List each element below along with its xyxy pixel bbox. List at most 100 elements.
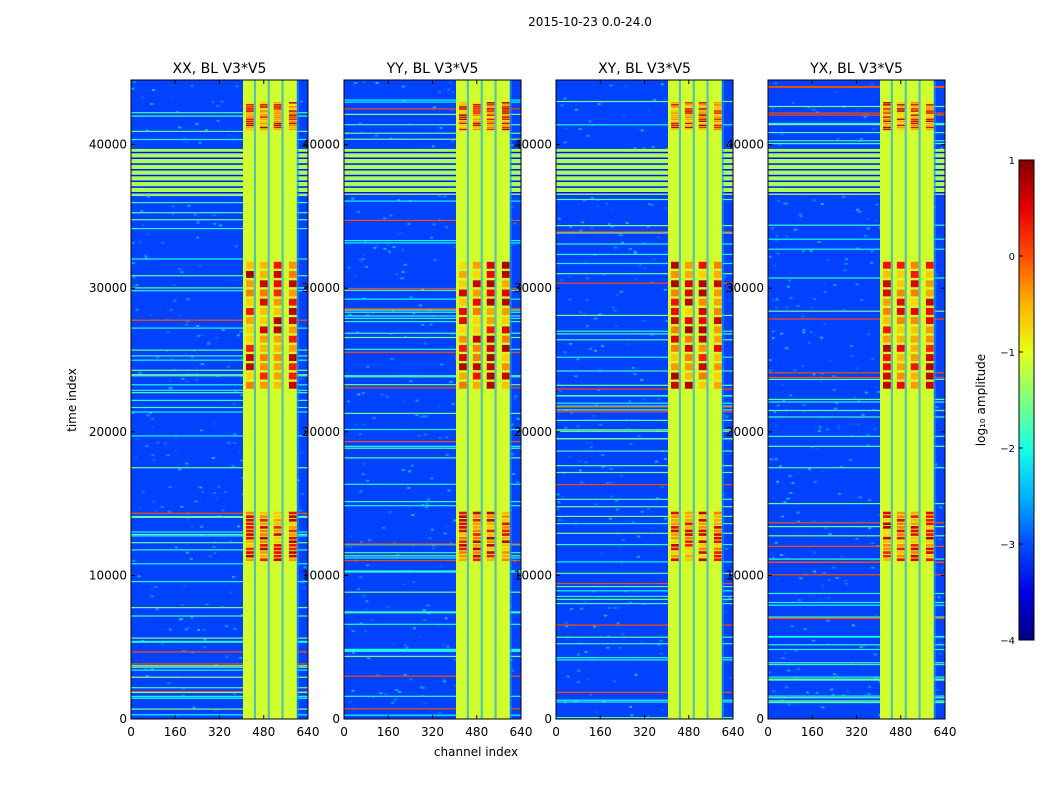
signal-block — [288, 372, 297, 380]
signal-block — [925, 551, 934, 554]
rfi-line — [768, 679, 945, 681]
rfi-line — [768, 248, 945, 250]
heatmap-cell — [851, 624, 855, 627]
heatmap-cell — [302, 587, 306, 590]
signal-block — [925, 511, 934, 515]
heatmap-cell — [578, 460, 582, 463]
heatmap-cell — [796, 668, 800, 671]
signal-block — [501, 108, 510, 110]
colorbar-tick-label: 0 — [1009, 252, 1015, 263]
rfi-line — [344, 623, 521, 625]
heatmap-cell — [796, 511, 800, 514]
rfi-line — [556, 506, 733, 508]
heatmap-cell — [184, 585, 187, 588]
heatmap-cell — [784, 202, 788, 205]
heatmap-cell — [160, 505, 164, 508]
rfi-line — [556, 484, 733, 486]
heatmap-cell — [597, 389, 601, 391]
rfi-line — [131, 212, 308, 214]
signal-block — [486, 112, 495, 114]
signal-block — [671, 110, 679, 112]
heatmap-cell — [133, 81, 136, 84]
heatmap-cell — [303, 566, 307, 569]
signal-block — [910, 363, 919, 371]
heatmap-cell — [795, 702, 799, 705]
signal-block — [925, 104, 934, 106]
heatmap-cell — [839, 465, 843, 468]
rfi-line — [768, 616, 945, 618]
rfi-line — [556, 253, 733, 255]
signal-block — [472, 112, 481, 114]
signal-column-gap — [890, 80, 894, 719]
heatmap-cell — [584, 461, 588, 464]
signal-column-gap — [692, 80, 695, 719]
heatmap-cell — [631, 521, 635, 524]
heatmap-cell — [595, 403, 598, 406]
signal-block — [925, 344, 934, 352]
colorbar-tick-label: −4 — [1000, 636, 1015, 647]
heatmap-cell — [727, 440, 731, 443]
rfi-line — [131, 369, 308, 371]
heatmap-cell — [445, 436, 449, 439]
heatmap-cell — [781, 384, 785, 387]
signal-block — [459, 104, 467, 106]
signal-block — [883, 551, 891, 554]
signal-column-gap — [918, 80, 921, 719]
heatmap-cell — [187, 204, 191, 207]
heatmap-cell — [451, 91, 455, 93]
rfi-line — [556, 659, 733, 661]
signal-block — [259, 110, 268, 112]
heatmap-cell — [794, 228, 797, 231]
heatmap-cell — [388, 511, 392, 514]
rfi-line — [556, 498, 733, 500]
rfi-line — [768, 105, 945, 108]
rfi-line — [556, 471, 733, 474]
rfi-line — [131, 112, 308, 114]
rfi-line — [556, 691, 733, 693]
signal-block — [459, 558, 467, 562]
rfi-line — [556, 419, 733, 421]
signal-block — [684, 526, 693, 529]
signal-block — [925, 354, 934, 361]
colorbar: 10−1−2−3−4 — [1000, 156, 1035, 647]
heatmap-cell — [940, 566, 944, 569]
signal-block — [883, 116, 891, 118]
signal-block — [883, 363, 891, 371]
heatmap-cell — [351, 630, 355, 632]
signal-block — [671, 128, 679, 131]
rfi-line — [556, 370, 733, 372]
rfi-line — [768, 132, 945, 134]
heatmap-cell — [146, 233, 150, 236]
heatmap-cell — [302, 579, 306, 582]
heatmap-cell — [373, 246, 377, 249]
heatmap-cell — [563, 351, 567, 354]
rfi-line — [768, 526, 945, 528]
signal-block — [713, 363, 722, 371]
rfi-line — [556, 532, 733, 534]
signal-block — [246, 271, 254, 278]
heatmap-cell — [404, 335, 407, 338]
signal-block — [684, 558, 693, 562]
x-tick-label: 640 — [722, 725, 745, 739]
signal-block — [671, 271, 679, 278]
signal-block — [246, 298, 254, 306]
heatmap-cell — [811, 446, 815, 449]
signal-block — [486, 122, 495, 125]
heatmap-cell — [141, 491, 145, 494]
rfi-line — [344, 655, 521, 657]
x-tick-label: 320 — [421, 725, 444, 739]
heatmap-cell — [568, 455, 572, 458]
heatmap-cell — [190, 526, 194, 529]
heatmap-cell — [420, 415, 424, 418]
signal-block — [288, 122, 297, 125]
heatmap-cell — [212, 214, 216, 216]
signal-block — [698, 518, 707, 522]
signal-block — [472, 108, 481, 110]
heatmap-cell — [866, 217, 870, 220]
heatmap-cell — [438, 194, 442, 197]
rfi-line — [768, 700, 945, 702]
signal-block — [925, 126, 934, 129]
signal-block — [486, 554, 495, 558]
signal-block — [684, 540, 693, 544]
signal-block — [896, 529, 905, 533]
